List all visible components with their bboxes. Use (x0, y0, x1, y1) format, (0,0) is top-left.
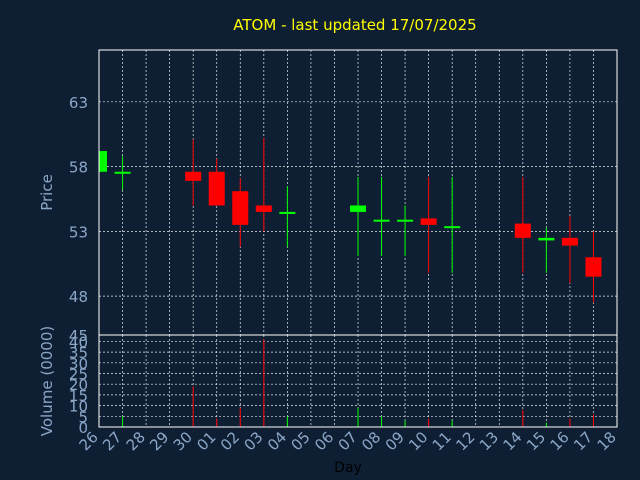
volume-tick-label: 40 (69, 333, 88, 351)
x-tick-label: 12 (452, 428, 478, 454)
x-tick-label: 08 (358, 428, 384, 454)
volume-bars (122, 339, 594, 427)
candle-body (185, 171, 202, 181)
x-tick-label: 02 (217, 428, 243, 454)
volume-tick-label: 5 (78, 408, 88, 426)
x-tick-label: 28 (123, 428, 149, 454)
x-tick-label: 11 (429, 428, 455, 454)
candle-body (373, 219, 390, 222)
x-tick-label: 27 (99, 428, 125, 454)
x-axis-label: Day (334, 460, 362, 476)
x-tick-label: 06 (311, 428, 337, 454)
chart-title: ATOM - last updated 17/07/2025 (233, 16, 476, 34)
candle-body (397, 219, 414, 222)
x-tick-label: 16 (547, 428, 573, 454)
x-tick-label: 10 (405, 428, 431, 454)
volume-tick-label: 25 (69, 366, 88, 384)
price-tick-label: 58 (69, 159, 88, 177)
candle-body (99, 151, 107, 172)
candle-body (255, 205, 272, 212)
volume-tick-label: 15 (69, 387, 88, 405)
volume-tick-label: 20 (69, 376, 88, 394)
price-tick-label: 48 (69, 288, 88, 306)
volume-tick-label: 35 (69, 344, 88, 362)
x-tick-label: 13 (476, 428, 502, 454)
x-tick-label: 18 (594, 428, 620, 454)
candle-body (114, 171, 131, 174)
price-y-ticks: 45 48 53 58 63 (69, 94, 88, 345)
x-tick-label: 09 (382, 428, 408, 454)
volume-panel-frame (98, 334, 618, 428)
x-tick-label: 04 (264, 428, 290, 454)
candle-body (514, 223, 531, 238)
x-tick-label: 01 (193, 428, 219, 454)
candle-body (208, 171, 225, 206)
candle-body (444, 226, 461, 229)
candle-body (585, 257, 602, 277)
price-axis-label: Price (38, 174, 56, 211)
candle-body (279, 211, 296, 214)
x-tick-label: 05 (288, 428, 314, 454)
candle-body (232, 191, 249, 225)
x-tick-label: 07 (335, 428, 361, 454)
price-grid (98, 50, 618, 335)
x-tick-label: 14 (499, 428, 525, 454)
price-candles (98, 138, 602, 303)
price-tick-label: 53 (69, 223, 88, 241)
volume-tick-label: 30 (69, 355, 88, 373)
x-tick-label: 15 (523, 428, 549, 454)
x-tick-label: 29 (146, 428, 172, 454)
x-tick-label: 17 (570, 428, 596, 454)
candle-body (561, 237, 578, 246)
candle-body (538, 237, 555, 241)
price-tick-label: 45 (69, 327, 88, 345)
candle-body (420, 218, 437, 225)
candle-body (350, 205, 366, 212)
x-ticks: 2627282930010203040506070809101112131415… (76, 428, 620, 454)
x-tick-label: 30 (170, 428, 196, 454)
volume-tick-label: 0 (78, 419, 88, 437)
price-tick-label: 63 (69, 94, 88, 112)
volume-tick-label: 10 (69, 398, 88, 416)
x-tick-label: 03 (240, 428, 266, 454)
volume-axis-label: Volume (0000) (38, 326, 56, 436)
